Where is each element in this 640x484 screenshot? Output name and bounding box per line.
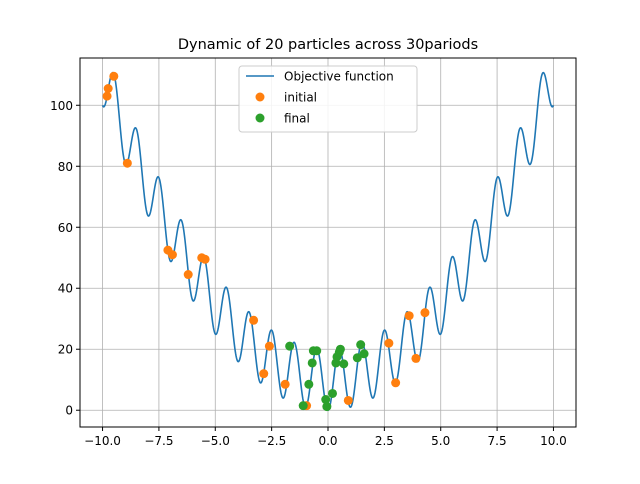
initial-point — [109, 71, 119, 81]
final-point — [328, 388, 338, 398]
chart-title: Dynamic of 20 particles across 30pariods — [178, 37, 478, 53]
legend: Objective function initial final — [238, 65, 418, 133]
legend-label-final: final — [284, 112, 310, 126]
legend-box — [238, 65, 418, 133]
legend-label-initial: initial — [284, 91, 317, 105]
final-point — [356, 340, 366, 350]
legend-swatch-initial — [255, 92, 265, 102]
initial-point — [259, 369, 269, 379]
final-point — [339, 359, 349, 369]
initial-point — [343, 395, 353, 405]
final-point — [359, 349, 369, 359]
initial-point — [183, 270, 193, 280]
final-point — [304, 379, 314, 389]
x-tick-label: −7.5 — [144, 434, 173, 448]
y-tick-label: 0 — [65, 404, 73, 418]
x-tick-label: 10.0 — [540, 434, 567, 448]
initial-point — [391, 378, 401, 388]
initial-point — [420, 308, 430, 318]
x-tick-label: 0.0 — [318, 434, 337, 448]
initial-point — [404, 311, 414, 321]
legend-label-objective: Objective function — [284, 70, 394, 84]
legend-swatch-final — [255, 113, 265, 123]
y-tick-label: 20 — [58, 343, 73, 357]
x-tick-label: 2.5 — [375, 434, 394, 448]
initial-point — [102, 91, 112, 101]
final-point — [321, 395, 331, 405]
final-point — [285, 341, 295, 351]
x-tick-label: −10.0 — [84, 434, 121, 448]
final-point — [298, 401, 308, 411]
initial-point — [200, 254, 210, 264]
y-tick-label: 100 — [50, 99, 73, 113]
y-tick-label: 40 — [58, 282, 73, 296]
final-point — [312, 346, 322, 356]
initial-point — [103, 83, 113, 93]
initial-point — [411, 353, 421, 363]
axis-layer: −10.0 −7.5 −5.0 −2.5 0.0 2.5 5.0 7.5 10.0 0 20 40 60… — [50, 57, 577, 448]
initial-point — [167, 250, 177, 260]
plot-layer — [101, 71, 555, 412]
initial-point — [264, 341, 274, 351]
final-point — [322, 402, 332, 412]
initial-point — [249, 315, 259, 325]
x-tick-label: 5.0 — [431, 434, 450, 448]
y-tick-label: 60 — [58, 221, 73, 235]
x-tick-label: −5.0 — [201, 434, 230, 448]
initial-point — [280, 379, 290, 389]
initial-point — [384, 338, 394, 348]
final-point — [307, 358, 317, 368]
y-tick-label: 80 — [58, 160, 73, 174]
initial-point — [122, 158, 132, 168]
x-tick-label: −2.5 — [257, 434, 286, 448]
final-point — [352, 353, 362, 363]
final-point — [335, 344, 345, 354]
x-tick-label: 7.5 — [488, 434, 507, 448]
